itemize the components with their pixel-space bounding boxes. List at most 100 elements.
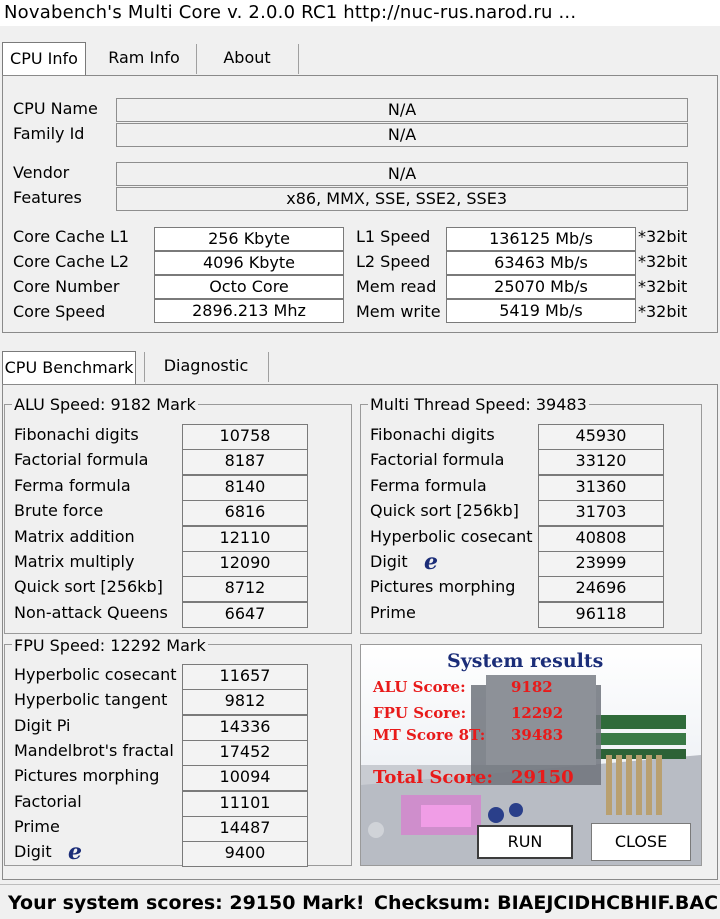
close-button[interactable]: CLOSE [591,823,691,861]
run-button[interactable]: RUN [477,825,573,859]
total-score-value: 29150 [511,767,574,788]
tab-cpu-benchmark[interactable]: CPU Benchmark [2,351,136,385]
mt-item-label: Ferma formula [370,475,487,495]
fpu-group-title: FPU Speed: 12292 Mark [12,636,208,655]
mt-item-label: Prime [370,602,416,622]
fpu-item-value: 11101 [182,790,308,817]
system-score-text: Your system scores: 29150 Mark! [8,892,365,914]
core-number-label: Core Number [13,277,120,296]
family-id-label: Family Id [13,124,85,143]
mt-item-value: 24696 [538,576,664,603]
alu-item-label: Matrix addition [14,526,135,546]
features-field: x86, MMX, SSE, SSE2, SSE3 [116,187,688,211]
tab-diagnostic-label: Diagnostic [163,356,249,375]
mt-score-label: MT Score 8T: [373,726,486,744]
title-bar: Novabench's Multi Core v. 2.0.0 RC1 http… [0,0,720,26]
alu-item-value: 12090 [182,551,308,577]
mt-item-value: 23999 [538,551,664,577]
system-results-panel: System results ALU Score: 9182 FPU Score… [360,644,702,866]
fpu-item-label: Hyperbolic cosecant [14,665,177,684]
tab-separator [196,44,197,74]
alu-item-label: Quick sort [256kb] [14,577,163,597]
family-id-field: N/A [116,123,688,147]
alu-score-value: 9182 [511,678,553,696]
mt-item-value: 96118 [538,601,664,628]
alu-item-value: 8187 [182,449,308,476]
cpu-name-field: N/A [116,98,688,122]
tab-cpu-benchmark-label: CPU Benchmark [4,358,134,377]
alu-item-value: 10758 [182,424,308,450]
alu-score-label: ALU Score: [373,678,466,696]
core-number-field: Octo Core [154,275,344,299]
mt-group-title: Multi Thread Speed: 39483 [368,395,589,414]
mt-item-label: Factorial formula [370,450,505,470]
fpu-item-label: Hyperbolic tangent [14,690,168,710]
run-button-label: RUN [507,832,543,851]
vendor-field: N/A [116,162,688,186]
fpu-item-label: Factorial [14,791,82,811]
mem-read-field: 25070 Mb/s [446,275,636,299]
fpu-item-value: 11657 [182,664,308,690]
fpu-item-value: 9812 [182,689,308,716]
cache-l2-label: Core Cache L2 [13,252,130,271]
window-title: Novabench's Multi Core v. 2.0.0 RC1 http… [4,2,577,23]
alu-item-value: 6816 [182,500,308,527]
total-score-label: Total Score: [373,767,493,788]
fpu-score-label: FPU Score: [373,704,467,722]
fpu-item-value: 14336 [182,714,308,741]
fpu-item-label: Digit Pi [14,715,71,735]
tab-about[interactable]: About [198,42,296,76]
mt-item-label: Fibonachi digits [370,425,495,444]
bit-suffix: *32bit [638,302,688,321]
mem-write-label: Mem write [356,302,441,321]
alu-item-value: 12110 [182,525,308,552]
status-bar: Your system scores: 29150 Mark! Checksum… [0,884,720,919]
alu-item-label: Factorial formula [14,450,149,470]
tab-separator [268,352,269,382]
l1-speed-field: 136125 Mb/s [446,227,636,251]
fpu-item-label: Digit [14,842,52,862]
mem-write-field: 5419 Mb/s [446,299,636,323]
mem-read-label: Mem read [356,277,437,296]
mt-item-value: 31360 [538,474,664,501]
alu-item-value: 6647 [182,601,308,628]
tab-diagnostic[interactable]: Diagnostic [146,350,266,384]
bit-suffix: *32bit [638,252,688,271]
alu-item-label: Ferma formula [14,475,131,495]
tab-separator [298,44,299,74]
features-label: Features [13,188,82,207]
cache-l2-field: 4096 Kbyte [154,251,344,275]
mt-score-value: 39483 [511,726,564,744]
digit-e-icon: e [68,839,82,866]
mt-item-value: 31703 [538,500,664,527]
mt-item-value: 33120 [538,449,664,476]
fpu-item-value: 14487 [182,815,308,842]
mt-item-label: Hyperbolic cosecant [370,526,533,546]
tab-ram-info[interactable]: Ram Info [94,42,194,76]
tab-ram-info-label: Ram Info [108,48,180,67]
alu-item-label: Non-attack Queens [14,602,168,622]
alu-item-value: 8712 [182,576,308,603]
alu-item-label: Brute force [14,501,104,521]
fpu-item-value: 10094 [182,765,308,792]
vendor-label: Vendor [13,163,70,182]
core-speed-label: Core Speed [13,302,106,321]
fpu-item-value: 17452 [182,739,308,766]
alu-item-label: Fibonachi digits [14,425,139,444]
bit-suffix: *32bit [638,277,688,296]
close-button-label: CLOSE [614,832,668,851]
bit-suffix: *32bit [638,227,688,246]
digit-e-icon: e [424,549,438,575]
fpu-item-label: Mandelbrot's fractal [14,740,174,760]
mt-item-value: 45930 [538,424,664,450]
mt-item-value: 40808 [538,525,664,552]
cache-l1-label: Core Cache L1 [13,227,130,246]
tab-about-label: About [223,48,271,67]
checksum-text: Checksum: BIAEJCIDHCBHIF.BAC [374,892,719,914]
fpu-score-value: 12292 [511,704,564,722]
alu-item-label: Matrix multiply [14,552,135,571]
tab-cpu-info[interactable]: CPU Info [2,42,86,76]
cpu-name-label: CPU Name [13,99,98,118]
l2-speed-field: 63463 Mb/s [446,251,636,275]
mt-item-label: Quick sort [256kb] [370,501,519,521]
